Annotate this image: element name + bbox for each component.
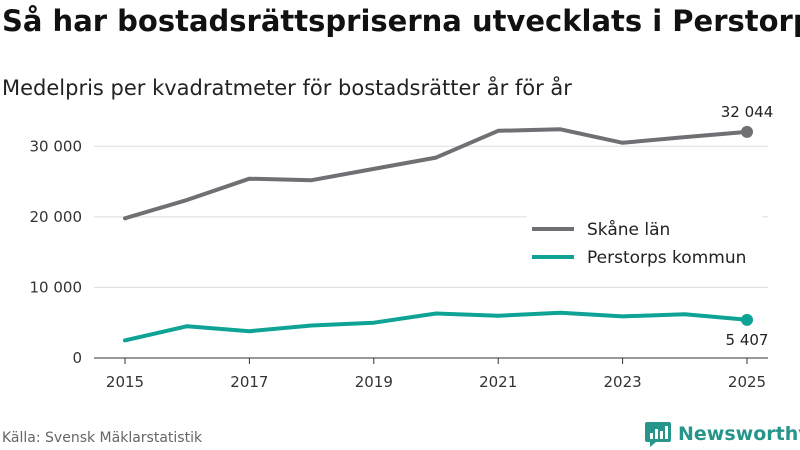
series bbox=[123, 125, 753, 343]
brand-logo: Newsworthy bbox=[644, 420, 800, 448]
chart-title: Så har bostadsrättspriserna utvecklats i… bbox=[2, 4, 800, 38]
x-tick-label: 2019 bbox=[355, 373, 393, 391]
legend-background bbox=[527, 213, 762, 275]
x-tick-label: 2023 bbox=[604, 373, 642, 391]
brand-name: Newsworthy bbox=[678, 423, 800, 445]
y-tick-label: 10 000 bbox=[30, 278, 83, 296]
newsworthy-logo-icon bbox=[645, 422, 671, 447]
legend-label-perstorp: Perstorps kommun bbox=[587, 248, 746, 268]
legend: Skåne län Perstorps kommun bbox=[527, 213, 762, 275]
x-tick-label: 2015 bbox=[106, 373, 144, 391]
y-tick-label: 20 000 bbox=[30, 208, 83, 226]
chart-subtitle: Medelpris per kvadratmeter för bostadsrä… bbox=[2, 76, 572, 100]
x-tick-label: 2021 bbox=[479, 373, 517, 391]
end-point-skane bbox=[741, 125, 753, 138]
y-tick-label: 0 bbox=[72, 349, 82, 367]
legend-label-skane: Skåne län bbox=[587, 219, 670, 240]
x-tick-label: 2017 bbox=[230, 373, 268, 391]
end-label-skane: 32 044 bbox=[721, 103, 774, 121]
axes: 0 10 000 20 000 30 000 2015 2017 2019 2021 2023 2… bbox=[30, 137, 768, 391]
x-tick-label: 2025 bbox=[728, 373, 766, 391]
y-tick-label: 30 000 bbox=[30, 137, 83, 155]
line-chart: 0 10 000 20 000 30 000 2015 2017 2019 2021 2023 2… bbox=[30, 103, 774, 391]
end-label-perstorp: 5 407 bbox=[726, 331, 769, 349]
series-line-skane bbox=[123, 127, 749, 221]
data-labels: 32 044 5 407 bbox=[721, 103, 774, 349]
source-note: Källa: Svensk Mäklarstatistik bbox=[2, 430, 203, 446]
series-line-perstorp bbox=[123, 310, 749, 343]
end-point-perstorp bbox=[741, 313, 753, 326]
